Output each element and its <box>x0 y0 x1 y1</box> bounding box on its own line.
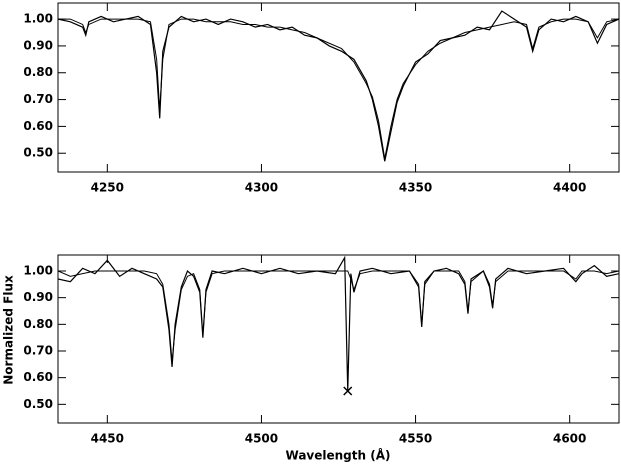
y-axis-label: Normalized Flux <box>2 275 16 385</box>
model-spectrum <box>58 270 619 362</box>
model-spectrum <box>58 18 619 159</box>
x-tick-label: 4600 <box>553 432 586 446</box>
y-tick-label: 0.80 <box>23 65 53 79</box>
plot-frame <box>57 2 620 173</box>
y-tick-label: 1.00 <box>23 264 53 278</box>
x-tick-label: 4300 <box>245 181 278 195</box>
observed-spectrum <box>58 255 619 392</box>
x-tick-label: 4400 <box>553 181 586 195</box>
x-axis-label: Wavelength (Å) <box>286 448 391 463</box>
y-tick-label: 0.60 <box>23 370 53 384</box>
x-tick-label: 4550 <box>399 432 432 446</box>
y-tick-label: 0.70 <box>23 344 53 358</box>
y-tick-label: 0.70 <box>23 92 53 106</box>
observed-spectrum <box>58 10 619 162</box>
x-tick-label: 4500 <box>245 432 278 446</box>
cross-marker <box>343 386 353 396</box>
y-tick-label: 1.00 <box>23 12 53 26</box>
x-tick-label: 4350 <box>399 181 432 195</box>
y-tick-label: 0.90 <box>23 38 53 52</box>
y-tick-label: 0.60 <box>23 119 53 133</box>
plot-frame <box>57 254 620 424</box>
x-tick-label: 4250 <box>91 181 124 195</box>
y-tick-label: 0.50 <box>23 146 53 160</box>
y-tick-label: 0.90 <box>23 290 53 304</box>
y-tick-label: 0.80 <box>23 317 53 331</box>
y-tick-label: 0.50 <box>23 397 53 411</box>
x-tick-label: 4450 <box>91 432 124 446</box>
